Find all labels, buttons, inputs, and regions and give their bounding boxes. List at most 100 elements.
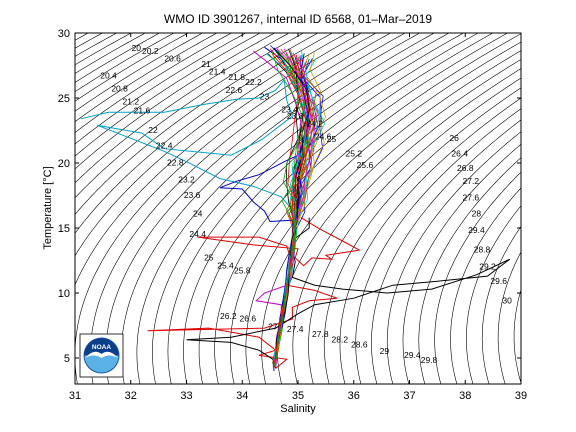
density-contour [434,171,521,384]
contour-label: 25.8 [234,266,251,276]
noaa-logo: NOAA [79,333,124,378]
x-tick-label: 33 [180,390,192,402]
contour-label: 24.2 [306,119,323,129]
density-contour [466,205,521,384]
contour-label: 22.8 [167,158,184,168]
contour-label: 29.8 [421,355,438,365]
contour-label: 23.4 [281,104,298,114]
contour-label: 21.8 [228,72,245,82]
density-contour [418,157,521,384]
y-tick-label: 25 [58,93,70,105]
profile-extra-33 [271,51,303,368]
contour-label: 20.6 [164,54,181,64]
profile-extra-31 [274,49,317,366]
density-contour [546,170,576,385]
profile-line-2 [186,217,511,369]
density-contour [75,33,218,123]
density-contour [75,33,377,384]
density-contour [75,33,189,102]
density-contour [75,33,246,145]
contour-label: 25 [327,134,337,144]
density-contour [323,87,521,384]
y-tick-label: 10 [58,288,70,300]
contour-label: 27.2 [463,176,480,186]
contour-label: 27.8 [312,329,329,339]
contour-label: 29.4 [404,350,421,360]
density-contour [0,33,17,62]
density-contour [167,33,464,384]
contour-label: 25.2 [346,149,363,159]
density-contour [386,131,521,384]
contour-label: 24.6 [315,132,332,142]
density-contour [75,33,362,286]
contour-label: 24.4 [189,229,206,239]
noaa-logo-text: NOAA [92,344,111,351]
density-contour [292,68,521,384]
density-contour [0,33,46,79]
contour-label: 21.4 [209,67,226,77]
x-tick-label: 37 [403,390,415,402]
density-contour [355,108,521,384]
density-contour [339,97,521,384]
contour-label: 29 [380,346,390,356]
contour-label: 23.6 [184,190,201,200]
contour-label: 26 [449,133,459,143]
profile-line-1 [147,217,361,369]
density-contour [75,33,203,112]
contour-label: 23.8 [287,111,304,121]
profile-extra-32 [273,59,309,364]
contour-label: 21.2 [123,97,140,107]
density-contour [308,77,521,384]
x-axis-label: Salinity [280,403,316,415]
contour-label: 26.4 [451,149,468,159]
contour-label: 20.8 [111,84,128,94]
density-contour [75,33,103,49]
contour-label: 20 [132,43,142,53]
y-tick-label: 20 [58,158,70,170]
density-contour [75,33,132,66]
contour-label: 22.6 [226,85,243,95]
density-contour [75,33,319,215]
density-contour [245,41,521,384]
x-tick-label: 35 [292,390,304,402]
density-contour [152,33,450,384]
density-contour [198,33,493,384]
y-tick-label: 30 [58,28,70,40]
contour-label: 21.6 [134,106,151,116]
contour-label: 28.6 [351,340,368,350]
density-contour [75,33,146,74]
contour-label: 23.2 [178,175,195,185]
contour-label: 23 [260,91,270,101]
x-tick-label: 32 [125,390,137,402]
density-contour [75,33,348,257]
density-contour [136,33,435,384]
density-contour [450,187,521,384]
density-contour [276,59,521,384]
x-tick-label: 34 [236,390,248,402]
density-contour [0,33,31,69]
density-contour [214,33,508,384]
density-contour [75,33,290,184]
density-contour [530,153,576,384]
chart-title: WMO ID 3901267, internal ID 6568, 01–Mar… [164,12,432,26]
contour-label: 22.4 [156,141,173,151]
contour-label: 28 [472,208,482,218]
contour-label: 30 [502,295,512,305]
density-contour [75,33,160,83]
density-contour [75,33,117,57]
y-tick-label: 5 [64,353,70,365]
y-axis: 5 10 15 20 25 30 [58,28,521,365]
contour-label: 25.4 [217,260,234,270]
contour-label: 21 [201,59,211,69]
density-contour [75,33,333,234]
contour-label: 29.4 [468,225,485,235]
density-contour [402,143,521,384]
contour-label: 26.8 [457,163,474,173]
contour-label: 27 [268,321,278,331]
density-contour [90,33,391,384]
contour-label: 29.2 [479,262,496,272]
density-contour [0,33,3,53]
density-contour [75,33,174,93]
